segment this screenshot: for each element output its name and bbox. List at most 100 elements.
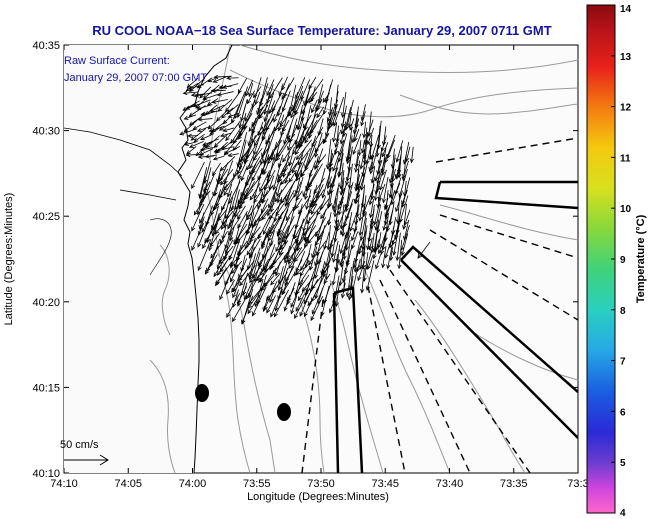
current-vector-head (196, 210, 201, 216)
current-vector (186, 146, 197, 155)
current-vector-head (185, 105, 190, 110)
current-vector-head (354, 167, 359, 173)
current-vector-head (221, 114, 226, 119)
current-vector-head (223, 150, 229, 155)
current-vector-head (202, 96, 208, 101)
current-vector-head (381, 152, 386, 158)
current-vector (292, 244, 298, 262)
current-vector (340, 170, 345, 195)
current-vector (269, 230, 275, 247)
current-vector (356, 258, 361, 272)
current-vector (288, 169, 297, 183)
current-vector (188, 84, 204, 90)
current-vector (219, 272, 232, 300)
current-vector (398, 239, 403, 269)
current-vector (235, 224, 253, 244)
current-vector-head (228, 222, 233, 228)
current-vector-head (379, 185, 384, 191)
current-vector-head (353, 228, 358, 234)
current-vector (356, 204, 360, 217)
current-vector (257, 252, 268, 266)
current-vector (322, 133, 330, 144)
current-vector-head (306, 219, 311, 225)
current-vector-head (301, 109, 306, 115)
current-vector (304, 216, 311, 241)
current-vector (211, 120, 227, 133)
current-vector-head (202, 141, 207, 146)
current-vector (225, 120, 241, 141)
current-vector-head (287, 172, 292, 177)
current-vector (246, 197, 263, 220)
current-vector-head (288, 177, 293, 183)
current-vector (316, 225, 326, 256)
current-vector (191, 93, 205, 96)
current-vector (241, 254, 246, 272)
current-vector-head (251, 223, 256, 229)
current-vector-head (221, 206, 226, 211)
current-vector (295, 190, 303, 201)
current-vector (237, 86, 249, 118)
current-vector (295, 209, 303, 229)
current-vector (307, 189, 325, 214)
current-vector (378, 232, 382, 248)
current-vector (275, 225, 290, 252)
current-vector (206, 245, 219, 272)
current-vector-head (352, 150, 357, 155)
current-vector-head (294, 150, 299, 156)
current-vector (296, 105, 303, 129)
current-vector-head (275, 247, 280, 253)
current-vector (332, 266, 337, 285)
current-vector (221, 141, 232, 150)
current-vector-head (339, 129, 345, 135)
current-vector (249, 265, 262, 283)
current-vector-head (266, 308, 271, 314)
current-vector (217, 168, 229, 185)
current-vector (396, 140, 404, 163)
current-vector (404, 180, 407, 197)
current-vector-head (199, 147, 205, 152)
current-vector-head (234, 263, 239, 269)
current-vector-head (384, 253, 389, 259)
current-vector (217, 260, 228, 276)
current-vector (264, 91, 271, 115)
current-vector-head (238, 158, 243, 163)
current-vector (223, 127, 235, 132)
current-vector (197, 126, 211, 132)
current-vector (334, 187, 339, 217)
current-vector (191, 128, 206, 141)
current-vector (391, 182, 401, 205)
current-vector (333, 198, 337, 213)
current-vector (199, 196, 214, 224)
current-vector (318, 118, 324, 136)
current-vector (308, 168, 319, 186)
current-vector-head (269, 298, 274, 303)
current-vector-head (215, 148, 221, 153)
current-vector (350, 260, 355, 289)
current-vector (225, 91, 241, 112)
current-vector-head (262, 130, 267, 136)
current-vector (205, 174, 215, 196)
current-vector-head (249, 164, 254, 170)
current-vector-head (344, 207, 349, 213)
current-vector-head (286, 300, 291, 305)
current-vector-head (353, 198, 358, 204)
current-vector (238, 113, 253, 136)
current-vector (202, 230, 212, 249)
current-vector (228, 112, 240, 118)
current-vector (309, 246, 318, 270)
current-vector-head (194, 93, 200, 98)
current-vector (189, 77, 206, 92)
current-vector (197, 104, 213, 110)
current-vector-head (330, 121, 335, 127)
current-vector (395, 167, 400, 179)
current-vector (319, 196, 327, 211)
current-vector (322, 168, 332, 198)
current-vector (296, 226, 312, 246)
colorbar-tick-label: 4 (620, 508, 626, 519)
current-vector-head (212, 156, 218, 161)
current-vector (355, 106, 359, 129)
current-vector-head (372, 254, 377, 260)
current-vector (287, 162, 298, 177)
current-vector (277, 231, 284, 245)
x-tick-label: 73:3 (567, 478, 588, 490)
